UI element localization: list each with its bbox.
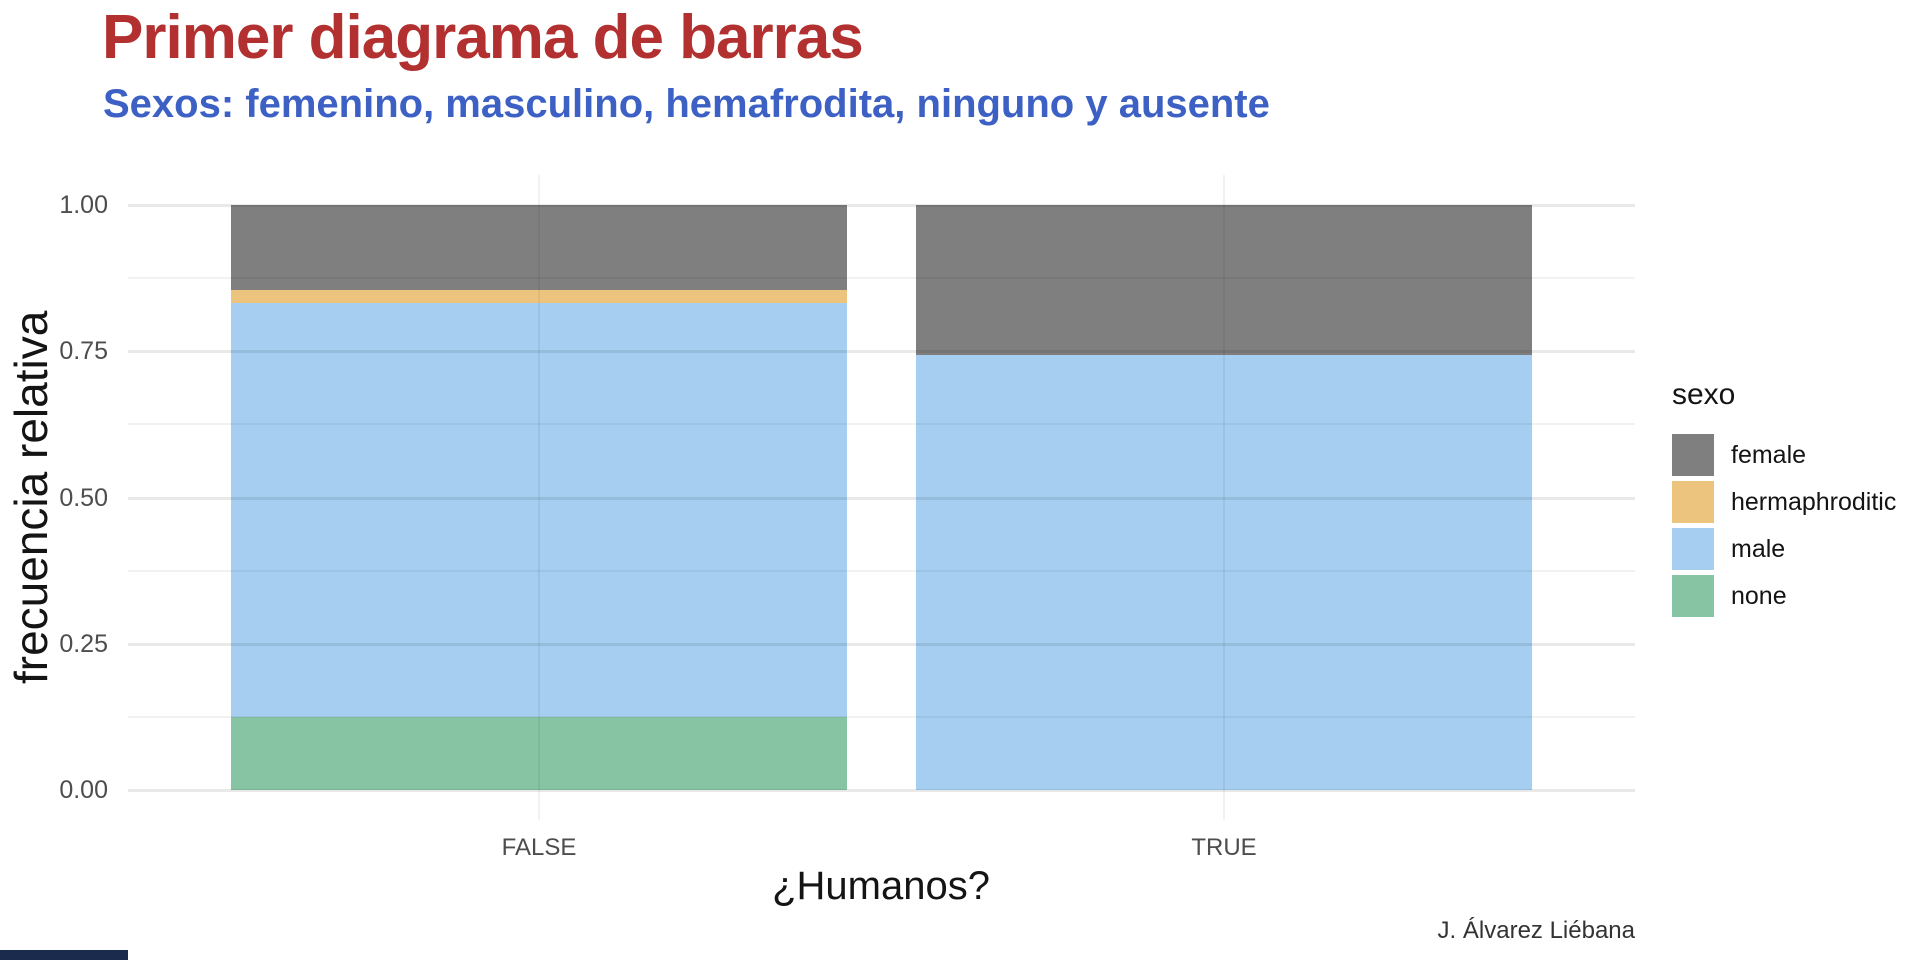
gridline-minor-0.125	[128, 715, 1635, 718]
gridline-minor-0.375	[128, 569, 1635, 572]
gridline-major-0.75	[128, 350, 1635, 354]
legend-item-female: female	[1672, 434, 1896, 476]
legend-swatch-female	[1672, 434, 1714, 476]
bar-segment-male	[916, 355, 1532, 790]
x-axis-title: ¿Humanos?	[772, 864, 990, 908]
y-tick-label: 0.50	[59, 483, 108, 512]
x-tick-label-true: TRUE	[1191, 834, 1257, 861]
gridline-major-1	[128, 204, 1635, 207]
legend-swatch-hermaphroditic	[1672, 481, 1714, 523]
y-tick-label: 1.00	[59, 191, 108, 219]
gridline-major-0.5	[128, 496, 1635, 500]
bar-segment-hermaphroditic	[231, 290, 847, 303]
y-tick-label: 0.00	[59, 776, 108, 804]
y-tick-label: 0.25	[59, 629, 108, 658]
bar-segment-male	[231, 302, 847, 717]
legend-title: sexo	[1672, 378, 1736, 411]
gridline-minor-0.625	[128, 423, 1635, 426]
legend-label: male	[1731, 534, 1786, 563]
gridline-minor-0.875	[128, 277, 1635, 280]
stacked-bar-false	[231, 205, 847, 790]
chart-caption: J. Álvarez Liébana	[1437, 917, 1635, 944]
stacked-bar-true	[916, 205, 1532, 790]
legend-swatch-male	[1672, 528, 1714, 570]
legend-item-none: none	[1672, 575, 1896, 617]
legend-item-hermaphroditic: hermaphroditic	[1672, 481, 1896, 523]
x-tick-label-false: FALSE	[501, 834, 577, 861]
chart-subtitle: Sexos: femenino, masculino, hemafrodita,…	[103, 82, 1270, 126]
vertical-gridline-false	[538, 175, 540, 820]
gridline-major-0	[128, 789, 1635, 792]
legend-items: female hermaphroditic male none	[1672, 434, 1896, 617]
bar-segment-female	[916, 205, 1532, 356]
chart-title: Primer diagrama de barras	[102, 3, 864, 72]
plot-panel	[128, 175, 1635, 820]
legend-item-male: male	[1672, 528, 1896, 570]
legend-swatch-none	[1672, 575, 1714, 617]
legend-label: female	[1731, 440, 1807, 469]
legend: sexo female hermaphroditic male none	[1672, 378, 1896, 622]
slide-progress-bar	[0, 950, 128, 960]
y-tick-label: 0.75	[59, 337, 108, 366]
bar-segment-female	[231, 205, 847, 291]
legend-label: none	[1731, 581, 1787, 610]
legend-label: hermaphroditic	[1731, 487, 1897, 516]
gridline-major-0.25	[128, 642, 1635, 646]
vertical-gridline-true	[1223, 175, 1225, 820]
bar-segment-none	[231, 716, 847, 790]
